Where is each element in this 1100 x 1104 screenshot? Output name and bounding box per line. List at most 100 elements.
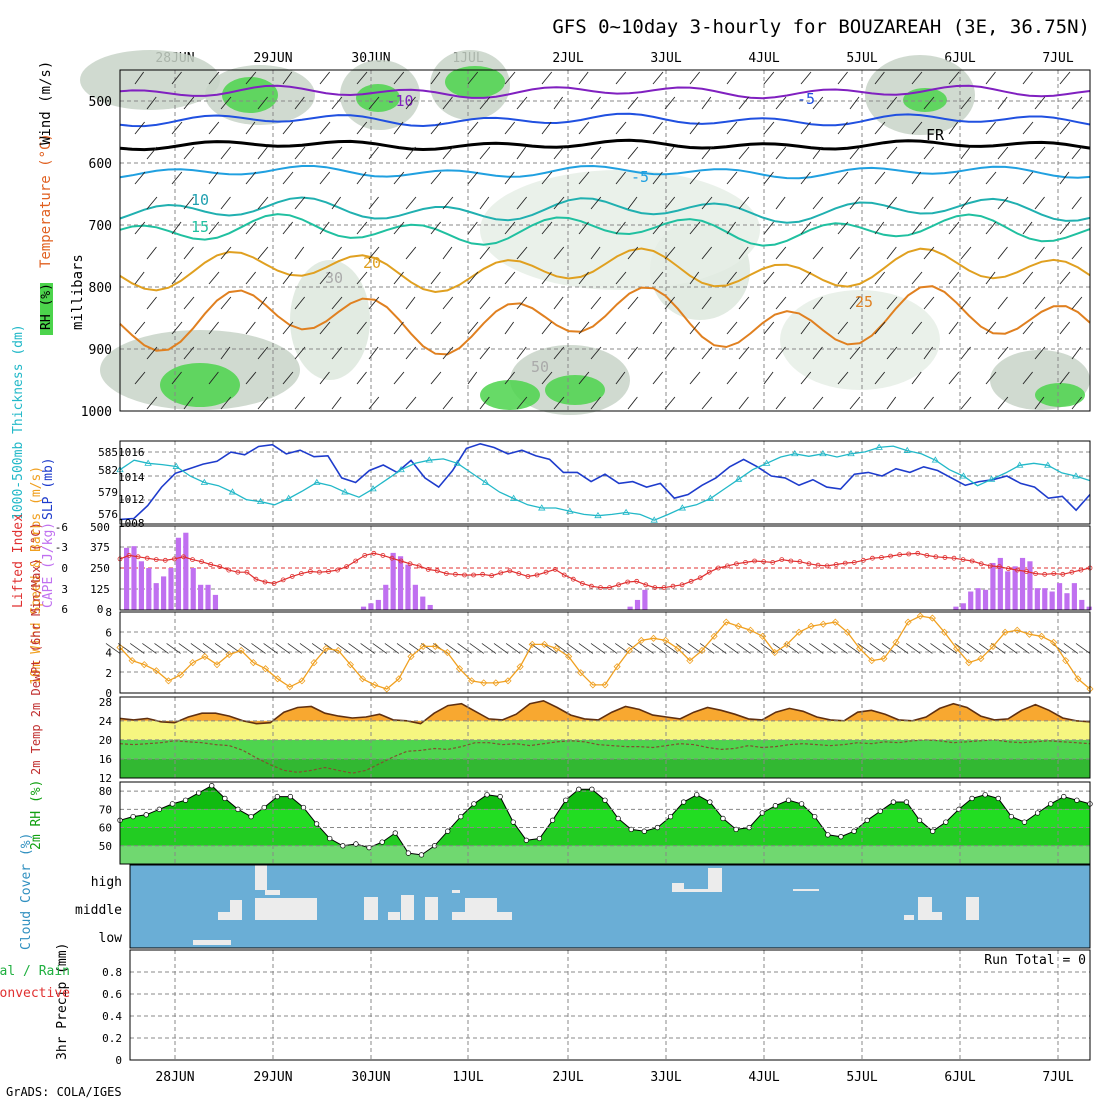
wind-barb (442, 146, 454, 160)
wind-barb (664, 396, 676, 410)
thickness-marker (481, 478, 490, 485)
wind-barb-10m (809, 643, 824, 654)
thickness-tick-label: 582 (98, 464, 118, 477)
thickness-marker (931, 456, 940, 463)
wind-barb (208, 121, 220, 135)
rh-shading (222, 77, 278, 113)
cloud-block (230, 900, 242, 920)
thickness-marker (341, 488, 349, 495)
cape-bar (190, 568, 196, 610)
wind-barb (997, 146, 1009, 160)
wind-barb (1022, 171, 1034, 185)
wind-speed-marker (746, 626, 755, 634)
thickness-marker (903, 446, 911, 453)
wind-barb (134, 321, 146, 335)
wind-speed-marker (152, 667, 160, 675)
wind-barb (368, 96, 380, 110)
lifted-index-marker (969, 558, 975, 564)
cloud-block (966, 897, 979, 920)
cloud-tick-label: middle (75, 903, 122, 918)
wind-barb (960, 96, 972, 110)
wind-speed-marker (213, 661, 221, 669)
wind-barb (960, 296, 971, 310)
wind-barb (208, 371, 219, 385)
wind-barb (245, 321, 256, 335)
wind-barb (442, 196, 454, 210)
wind-barb (652, 271, 664, 285)
cape-lifted-panel: -6 -3 0 3 6 500 375 250 125 0 Lifted Index CAPE (J/… (11, 514, 1093, 616)
rh-marker (890, 799, 897, 805)
wind-barb (183, 196, 194, 210)
wind-barb (146, 396, 158, 410)
wind-barb (368, 346, 379, 360)
wind-barb (393, 271, 404, 285)
wind-barb-10m (457, 643, 472, 654)
thickness-line (119, 445, 1091, 521)
wind-tick-label: 6 (105, 626, 112, 639)
wind-barb (1059, 271, 1071, 285)
lifted-index-marker (217, 564, 223, 569)
wind-speed-marker (419, 642, 427, 650)
wind10m-frame (119, 611, 1091, 694)
wind-barb (245, 371, 257, 385)
wind-barb (1059, 221, 1071, 235)
rh-marker (680, 799, 687, 805)
wind-speed-marker (916, 612, 924, 620)
wind-barb (331, 246, 342, 260)
wind-speed-marker (261, 665, 270, 673)
wind-barb (911, 321, 923, 335)
wind-barb (948, 71, 960, 85)
wind-barb (331, 96, 343, 110)
ylabel-wind10m: 10m Wind Speed & Barbs (m/s) (29, 466, 44, 685)
wind-barb (886, 246, 897, 260)
legend-total-rain: Total / Rain (0, 964, 70, 979)
lifted-index-marker (770, 560, 776, 565)
wind-barb (430, 371, 442, 385)
temp-band-white (120, 697, 1090, 721)
rh-tick-label: 80 (99, 785, 112, 798)
wind-barb (368, 396, 380, 410)
isotherm-minus5 (119, 112, 1091, 128)
isotherm-label: -5 (631, 168, 649, 186)
wind-barb-10m (796, 643, 812, 654)
lifted-index-marker (416, 563, 422, 569)
date-label-bottom: 6JUL (944, 1070, 975, 1085)
wind-barb-10m (505, 643, 521, 654)
wind-barb (689, 171, 701, 185)
lifted-index-marker (1078, 567, 1084, 573)
legend-convective: Convective (0, 986, 70, 1001)
lifted-index-marker (987, 563, 993, 569)
wind-barb (911, 71, 923, 85)
rh-marker (222, 795, 228, 802)
cloud-block (265, 890, 280, 895)
wind-barb (430, 271, 441, 285)
precip-frame (129, 949, 1091, 1061)
cape-bar (124, 547, 130, 610)
thickness-marker (369, 485, 377, 492)
wind-barb (467, 271, 479, 285)
wind-barb (134, 371, 146, 385)
wind-barb (960, 346, 971, 360)
wind-speed-marker (577, 669, 585, 677)
rh-marker (143, 812, 149, 818)
wind-barb-10m (869, 643, 885, 654)
wind-barb (541, 71, 553, 85)
wind-barb (1022, 71, 1033, 85)
wind-barb-10m (578, 643, 594, 654)
wind-barb (886, 96, 898, 110)
wind-barb (911, 121, 923, 135)
wind-barb (294, 96, 305, 110)
lifted-index-marker (579, 581, 585, 586)
wind-barb-10m (130, 643, 145, 654)
wind-barb (479, 296, 491, 310)
wind-barb (553, 96, 564, 110)
date-label-bottom: 1JUL (452, 1070, 483, 1085)
rh-marker (877, 808, 883, 814)
wind-barb (726, 71, 737, 85)
wind-speed-line (119, 615, 1091, 690)
rh-marker (707, 799, 713, 805)
wind-speed-marker (322, 644, 330, 653)
thickness-marker (819, 449, 827, 457)
wind-barb-10m (918, 643, 933, 654)
